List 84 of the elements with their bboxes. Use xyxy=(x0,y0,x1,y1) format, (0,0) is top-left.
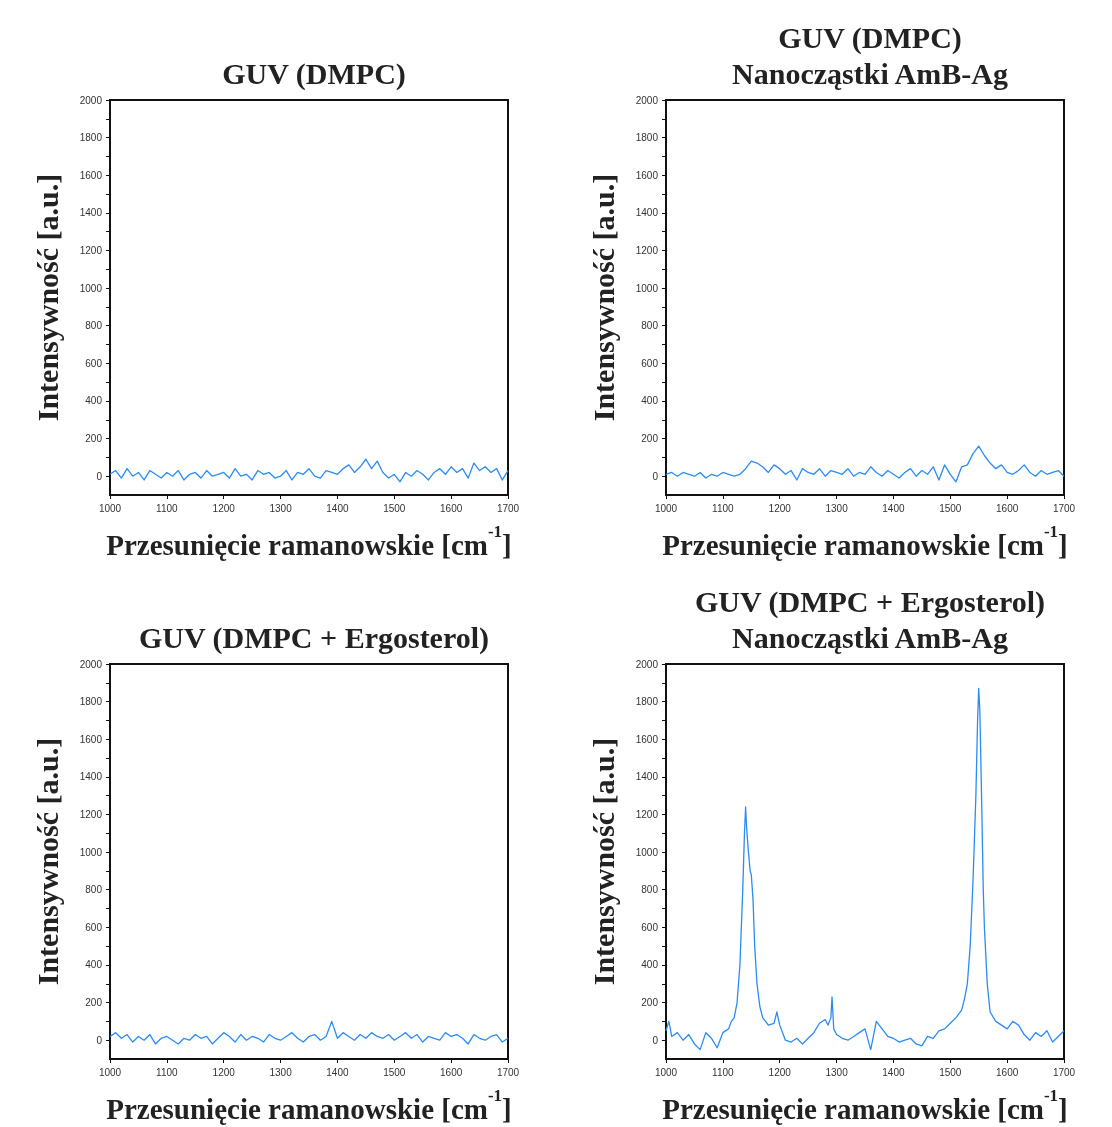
y-tick-label: 1800 xyxy=(635,695,659,707)
y-axis-title: Intensywność [a.u.] xyxy=(586,737,620,985)
x-tick-label: 1600 xyxy=(440,1066,463,1077)
y-tick-label: 800 xyxy=(641,320,659,332)
y-tick-label: 400 xyxy=(85,395,103,407)
y-tick-label: 1800 xyxy=(635,132,659,144)
y-tick-label: 800 xyxy=(85,320,103,332)
line-series xyxy=(109,458,509,483)
y-axis-title: Intensywność [a.u.] xyxy=(30,173,64,422)
y-tick-label: 1200 xyxy=(79,808,103,820)
y-tick-label: 600 xyxy=(641,921,659,933)
x-tick-label: 1500 xyxy=(383,1066,406,1077)
x-tick-label: 1200 xyxy=(212,1066,236,1077)
y-tick-label: 0 xyxy=(96,470,103,482)
x-tick-label: 1500 xyxy=(383,502,406,514)
x-tick-label: 1200 xyxy=(768,502,792,514)
y-tick-label: 1600 xyxy=(79,733,103,745)
y-tick-label: 0 xyxy=(652,470,659,482)
x-tick-label: 1300 xyxy=(269,502,293,514)
y-tick-label: 2000 xyxy=(79,658,103,669)
y-tick-label: 1800 xyxy=(79,695,103,707)
y-tick-label: 2000 xyxy=(635,94,659,106)
y-tick-label: 600 xyxy=(641,357,659,369)
x-tick-label: 1500 xyxy=(939,1066,962,1077)
y-tick-label: 1000 xyxy=(79,282,103,294)
y-tick-label: 400 xyxy=(85,958,103,970)
x-tick-label: 1100 xyxy=(712,1066,735,1077)
y-tick-label: 1200 xyxy=(635,244,659,256)
y-tick-label: 1000 xyxy=(79,846,103,858)
chart-title: GUV (DMPC + Ergosterol) xyxy=(138,620,490,655)
y-tick-label: 1200 xyxy=(635,808,659,820)
y-tick-label: 2000 xyxy=(635,658,659,669)
y-tick-label: 200 xyxy=(641,433,659,445)
x-tick-label: 1600 xyxy=(996,1066,1019,1077)
y-tick-label: 600 xyxy=(85,357,103,369)
y-tick-label: 1000 xyxy=(635,846,659,858)
x-tick-label: 1600 xyxy=(440,502,463,514)
x-tick-label: 1300 xyxy=(269,1066,293,1077)
x-tick-label: 1500 xyxy=(939,502,962,514)
x-tick-label: 1400 xyxy=(326,1066,349,1077)
y-tick-label: 600 xyxy=(85,921,103,933)
y-tick-label: 1400 xyxy=(79,770,103,782)
x-tick-label: 1400 xyxy=(882,502,905,514)
y-tick-label: 1000 xyxy=(635,282,659,294)
y-tick-label: 400 xyxy=(641,395,659,407)
y-tick-label: 1400 xyxy=(635,207,659,219)
y-tick-label: 400 xyxy=(641,958,659,970)
x-tick-label: 1700 xyxy=(1052,502,1076,514)
y-tick-label: 1800 xyxy=(79,132,103,144)
y-axis-title: Intensywność [a.u.] xyxy=(586,173,620,422)
y-tick-label: 0 xyxy=(652,1034,659,1046)
y-tick-label: 200 xyxy=(641,996,659,1008)
chart-title: GUV (DMPC) Nanocząstki AmB-Ag xyxy=(732,21,1008,90)
x-tick-label: 1400 xyxy=(882,1066,905,1077)
chart-title: GUV (DMPC) xyxy=(222,57,406,91)
x-tick-label: 1600 xyxy=(996,502,1019,514)
y-tick-label: 1600 xyxy=(635,169,659,181)
line-series xyxy=(109,1020,509,1045)
x-tick-label: 1400 xyxy=(326,502,349,514)
x-tick-label: 1300 xyxy=(825,502,849,514)
y-tick-label: 1200 xyxy=(79,244,103,256)
y-tick-label: 200 xyxy=(85,996,103,1008)
y-tick-label: 2000 xyxy=(79,94,103,106)
y-tick-label: 800 xyxy=(85,883,103,895)
x-tick-label: 1200 xyxy=(768,1066,792,1077)
x-tick-label: 1700 xyxy=(496,1066,520,1077)
x-tick-label: 1100 xyxy=(156,502,179,514)
x-tick-label: 1200 xyxy=(212,502,236,514)
x-tick-label: 1700 xyxy=(496,502,520,514)
y-tick-label: 800 xyxy=(641,883,659,895)
y-axis-title: Intensywność [a.u.] xyxy=(30,737,64,985)
y-tick-label: 1600 xyxy=(79,169,103,181)
x-tick-label: 1700 xyxy=(1052,1066,1076,1077)
x-tick-label: 1100 xyxy=(156,1066,179,1077)
y-tick-label: 0 xyxy=(96,1034,103,1046)
y-tick-label: 1400 xyxy=(635,770,659,782)
chart-title: GUV (DMPC + Ergosterol) Nanocząstki AmB-Ag xyxy=(694,584,1046,654)
line-series xyxy=(665,687,1065,1050)
y-tick-label: 1400 xyxy=(79,207,103,219)
y-tick-label: 1600 xyxy=(635,733,659,745)
y-tick-label: 200 xyxy=(85,433,103,445)
x-tick-label: 1100 xyxy=(712,502,735,514)
x-tick-label: 1300 xyxy=(825,1066,849,1077)
line-series xyxy=(665,445,1065,483)
